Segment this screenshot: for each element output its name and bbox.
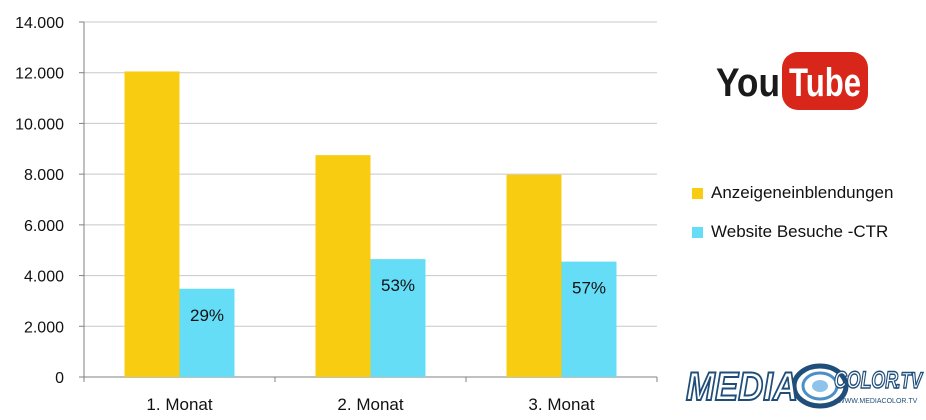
legend-swatch-2 [692,226,703,238]
bar-1-2 [315,155,371,377]
youtube-logo-you: You [716,61,780,105]
bar-data-labels: 29% 53% 57% [190,276,606,325]
y-tick-label: 2.000 [24,319,64,336]
legend-item-2: Website Besuche -CTR [692,222,888,242]
legend-label-2: Website Besuche -CTR [711,222,889,241]
mediacolor-logo-media: MEDIA [686,365,798,409]
y-tick-label: 12.000 [15,66,64,83]
y-tick-label: 4.000 [24,269,64,286]
mediacolor-logo: MEDIA COLOR .TV WWW.MEDIACOLOR.TV [685,363,924,410]
bar-2-1 [179,288,235,377]
x-tick-label: 3. Monat [528,395,594,414]
bar-chart: 02.0004.0006.0008.00010.00012.00014.000 … [15,15,658,414]
y-tick-label: 8.000 [24,167,64,184]
y-tick-label: 6.000 [24,218,64,235]
mediacolor-logo-color: COLOR [834,367,898,394]
bar-1-1 [124,71,180,378]
bar-data-label: 57% [572,279,606,298]
legend-swatch-1 [692,187,703,199]
mediacolor-logo-url: WWW.MEDIACOLOR.TV [838,398,918,405]
y-axis-ticks: 0 2.000 4.000 6.000 8.000 10.000 12.000 14.000 [15,15,64,387]
bar-data-label: 29% [190,306,224,325]
x-tick-label: 1. Monat [146,395,212,414]
mediacolor-logo-tv: .TV [896,368,924,393]
x-axis-ticks: 1. Monat 2. Monat 3. Monat [146,395,594,414]
bar-1-3 [506,174,562,377]
youtube-logo-tube: Tube [789,61,861,105]
bars [124,71,617,378]
youtube-logo: You Tube [716,52,868,110]
legend-item-1: Anzeigeneinblendungen [692,183,893,203]
y-tick-label: 14.000 [15,15,64,32]
legend-label-1: Anzeigeneinblendungen [711,183,894,202]
y-tick-label: 0 [55,370,64,387]
x-tick-label: 2. Monat [337,395,403,414]
bar-2-3 [561,261,617,377]
bar-data-label: 53% [381,276,415,295]
bar-2-2 [370,259,426,377]
y-tick-label: 10.000 [15,116,64,133]
